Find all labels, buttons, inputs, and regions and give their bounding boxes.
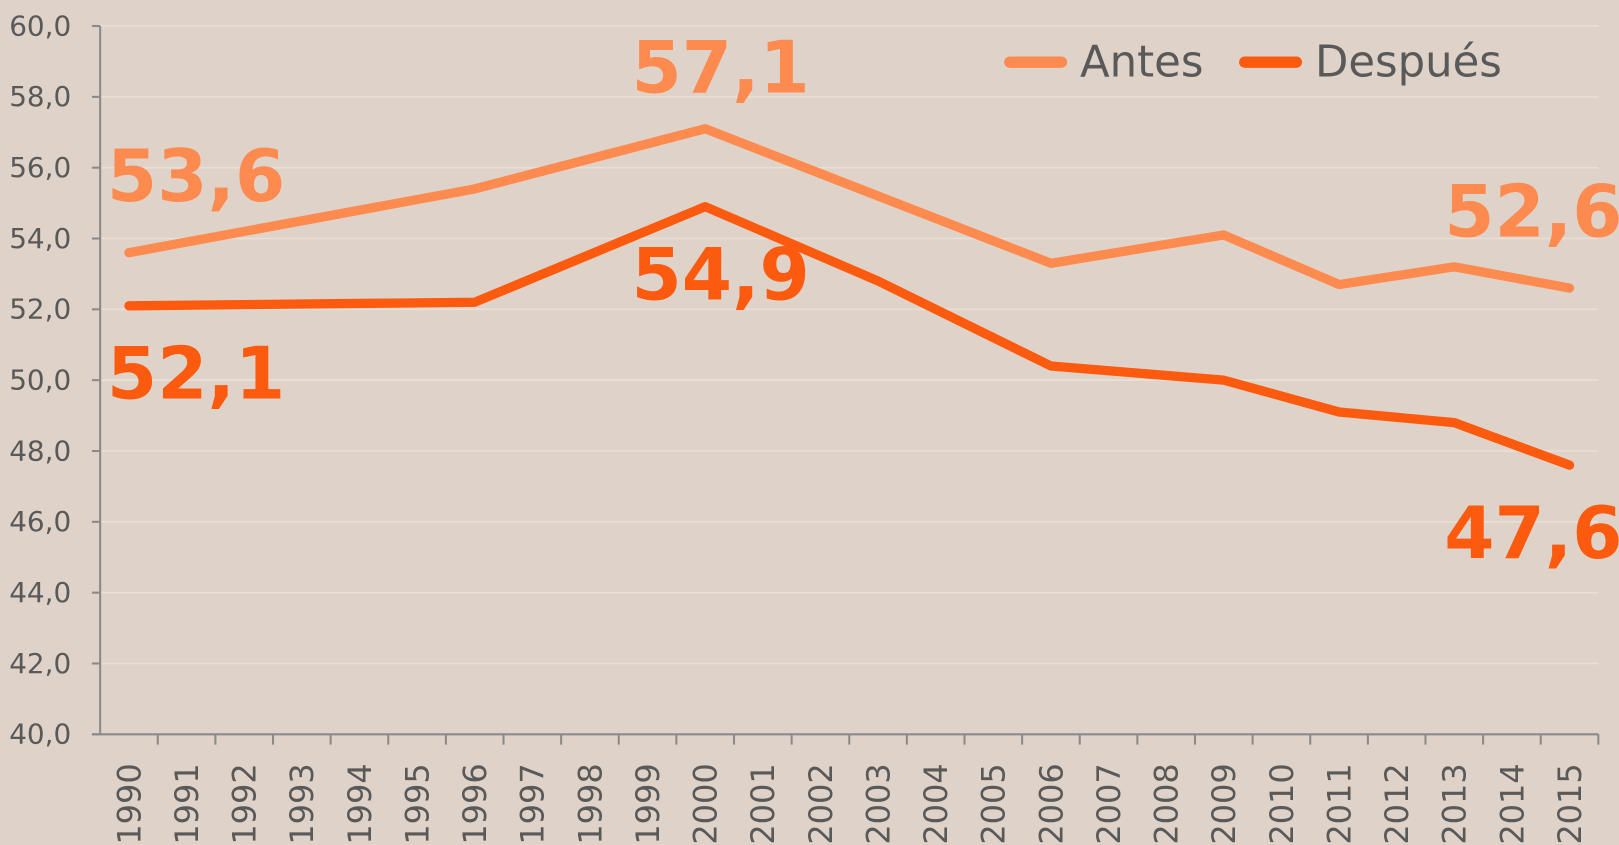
y-tick-label: 48,0 [9, 434, 71, 467]
x-tick-label: 2006 [1032, 763, 1070, 844]
data-label: 54,9 [632, 234, 810, 318]
data-label: 52,6 [1444, 170, 1619, 254]
x-tick-label: 2015 [1551, 763, 1589, 844]
y-tick-label: 40,0 [9, 718, 71, 751]
y-tick-label: 54,0 [9, 222, 71, 255]
y-tick-label: 60,0 [9, 9, 71, 42]
data-label: 57,1 [632, 27, 810, 111]
data-label: 52,1 [107, 333, 285, 417]
x-tick-label: 2009 [1205, 763, 1243, 844]
x-tick-label: 1993 [283, 763, 321, 844]
x-tick-label: 2003 [859, 763, 897, 844]
line-series [124, 201, 1575, 470]
y-tick-label: 58,0 [9, 80, 71, 113]
x-tick-label: 1990 [110, 763, 148, 844]
x-tick-label: 1998 [571, 763, 609, 844]
y-tick-label: 42,0 [9, 647, 71, 680]
x-tick-label: 2004 [917, 763, 955, 844]
x-tick-label: 2005 [975, 763, 1013, 844]
y-tick-label: 50,0 [9, 363, 71, 396]
y-tick-label: 56,0 [9, 151, 71, 184]
x-tick-label: 2007 [1090, 763, 1128, 844]
x-tick-label: 2011 [1320, 763, 1358, 844]
x-tick-label: 2001 [744, 763, 782, 844]
x-tick-label: 2010 [1263, 763, 1301, 844]
x-tick-label: 1991 [168, 763, 206, 844]
data-label: 47,6 [1444, 492, 1619, 576]
y-tick-label: 44,0 [9, 576, 71, 609]
y-tick-label: 46,0 [9, 505, 71, 538]
x-tick-label: 1996 [456, 763, 494, 844]
legend-label: Antes [1080, 38, 1203, 88]
x-tick-label: 2000 [687, 763, 725, 844]
x-tick-label: 2012 [1378, 763, 1416, 844]
y-tick-label: 52,0 [9, 293, 71, 326]
x-tick-label: 1994 [341, 763, 379, 844]
data-label: 53,6 [107, 135, 285, 219]
x-tick-label: 2008 [1148, 763, 1186, 844]
x-tick-label: 1999 [629, 763, 667, 844]
legend-label: Después [1315, 38, 1502, 88]
x-tick-label: 2013 [1436, 763, 1474, 844]
x-tick-label: 1995 [398, 763, 436, 844]
x-tick-label: 2002 [802, 763, 840, 844]
x-tick-label: 2014 [1493, 763, 1531, 844]
line-series [124, 124, 1575, 293]
x-tick-label: 1997 [514, 763, 552, 844]
x-tick-label: 1992 [226, 763, 264, 844]
